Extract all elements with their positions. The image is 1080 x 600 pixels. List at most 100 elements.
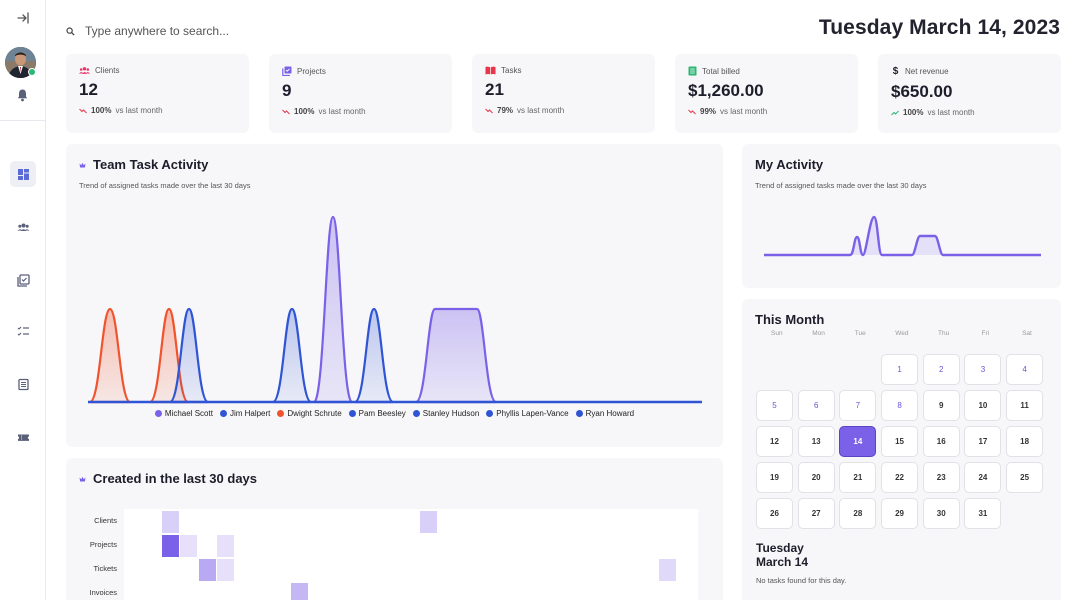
team-activity-chart — [88, 215, 702, 404]
calendar-day[interactable]: 27 — [797, 498, 835, 529]
expand-sidebar-icon[interactable] — [15, 10, 31, 26]
calendar-day[interactable]: 9 — [922, 390, 960, 421]
calendar-day[interactable]: 5 — [756, 390, 793, 421]
stat-value: $1,260.00 — [688, 81, 764, 100]
stat-value: $650.00 — [891, 82, 953, 101]
calendar-day[interactable]: 1 — [881, 354, 919, 385]
calendar-day[interactable]: 29 — [881, 498, 919, 529]
stat-change-percent: 100% — [903, 108, 924, 117]
nav-tickets[interactable] — [10, 424, 36, 450]
heatmap-cell[interactable] — [217, 535, 234, 557]
heatmap-cell[interactable] — [659, 559, 676, 581]
stat-change-text: vs last month — [318, 107, 366, 116]
selected-day-note: No tasks found for this day. — [756, 576, 847, 585]
heatmap-cell[interactable] — [162, 511, 179, 533]
calendar-day[interactable]: 3 — [964, 354, 1002, 385]
calendar-day[interactable]: 31 — [964, 498, 1002, 529]
calendar-day[interactable]: 17 — [964, 426, 1002, 457]
legend-label: Stanley Hudson — [422, 409, 480, 418]
selected-day-date: March 14 — [756, 555, 809, 569]
calendar-day[interactable]: 28 — [839, 498, 877, 529]
nav-billing[interactable] — [10, 371, 36, 397]
heatmap-cell[interactable] — [162, 535, 179, 557]
calendar-day[interactable]: 10 — [964, 390, 1002, 421]
ticket-icon — [17, 434, 29, 441]
stat-change-percent: 100% — [294, 107, 315, 116]
calendar-day[interactable]: 6 — [797, 390, 835, 421]
calendar-day[interactable]: 12 — [756, 426, 793, 457]
my-activity-sparkline — [764, 215, 1041, 257]
legend-item[interactable]: Phyllis Lapen-Vance — [486, 409, 569, 418]
calendar-day[interactable]: 13 — [797, 426, 835, 457]
my-activity-panel: My Activity Trend of assigned tasks made… — [742, 144, 1061, 288]
legend-label: Jim Halpert — [229, 409, 271, 418]
calendar-day[interactable]: 11 — [1006, 390, 1044, 421]
weekday-label: Wed — [895, 330, 909, 337]
calendar-day-today[interactable]: 14 — [839, 426, 877, 457]
stat-label: Clients — [95, 66, 120, 75]
search-input[interactable] — [85, 24, 445, 38]
heatmap-cell[interactable] — [420, 511, 437, 533]
heatmap-cell[interactable] — [291, 583, 308, 600]
heatmap-cell[interactable] — [180, 535, 197, 557]
calendar-day[interactable]: 7 — [839, 390, 877, 421]
panel-title: Created in the last 30 days — [93, 471, 258, 486]
calendar-day[interactable]: 19 — [756, 462, 793, 493]
panel-title: This Month — [755, 312, 825, 327]
created-heatmap-panel: Created in the last 30 days Clients Proj… — [66, 458, 723, 600]
stat-value: 21 — [485, 80, 504, 99]
calendar-day[interactable]: 4 — [1006, 354, 1044, 385]
bell-icon[interactable] — [16, 88, 29, 102]
panel-subtitle: Trend of assigned tasks made over the la… — [79, 181, 251, 190]
people-icon — [17, 223, 29, 231]
sidebar-top — [0, 0, 45, 121]
stat-card-clients: Clients 12 100% vs last month — [66, 54, 249, 133]
legend-item[interactable]: Jim Halpert — [219, 409, 271, 418]
page-title-date: Tuesday March 14, 2023 — [818, 16, 1060, 39]
legend-item[interactable]: Pam Beesley — [348, 409, 406, 418]
calendar-day[interactable]: 26 — [756, 498, 793, 529]
legend-label: Pam Beesley — [358, 409, 406, 418]
legend-label: Phyllis Lapen-Vance — [496, 409, 569, 418]
legend-dot — [412, 410, 420, 417]
legend-label: Ryan Howard — [585, 409, 635, 418]
calendar-day[interactable]: 21 — [839, 462, 877, 493]
nav-dashboard[interactable] — [10, 161, 36, 187]
legend-item[interactable]: Michael Scott — [154, 409, 213, 418]
stat-value: 9 — [282, 81, 292, 100]
calendar-blank-cell — [839, 354, 876, 385]
nav-tasks[interactable] — [10, 318, 36, 344]
calendar-day[interactable]: 30 — [922, 498, 960, 529]
calendar-day[interactable]: 8 — [881, 390, 919, 421]
crown-icon — [79, 162, 86, 167]
calendar-day[interactable]: 25 — [1006, 462, 1044, 493]
legend-dot — [348, 410, 356, 417]
calendar-day[interactable]: 24 — [964, 462, 1002, 493]
stat-card-total-billed: Total billed $1,260.00 99% vs last month — [675, 54, 858, 133]
legend-label: Michael Scott — [164, 409, 213, 418]
avatar[interactable] — [5, 47, 36, 78]
heatmap-cell[interactable] — [199, 559, 216, 581]
calendar-day[interactable]: 18 — [1006, 426, 1044, 457]
calendar-day[interactable]: 20 — [797, 462, 835, 493]
calendar-day[interactable]: 16 — [922, 426, 960, 457]
search-bar[interactable] — [66, 20, 486, 42]
legend-item[interactable]: Stanley Hudson — [412, 409, 480, 418]
dashboard-icon — [17, 168, 29, 180]
legend-item[interactable]: Dwight Schrute — [277, 409, 342, 418]
legend-dot — [486, 410, 494, 417]
nav-clients[interactable] — [10, 214, 36, 240]
calendar-day[interactable]: 22 — [881, 462, 919, 493]
billing-icon — [688, 66, 697, 76]
trend-down-icon — [688, 109, 696, 114]
nav-projects[interactable] — [10, 267, 36, 293]
calendar-day[interactable]: 2 — [922, 354, 960, 385]
crown-icon — [79, 476, 86, 481]
legend-item[interactable]: Ryan Howard — [575, 409, 635, 418]
stat-change-percent: 100% — [91, 106, 112, 115]
calendar-day[interactable]: 23 — [922, 462, 960, 493]
calendar-day[interactable]: 15 — [881, 426, 919, 457]
heatmap-grid — [124, 509, 698, 600]
heatmap-cell[interactable] — [217, 559, 234, 581]
